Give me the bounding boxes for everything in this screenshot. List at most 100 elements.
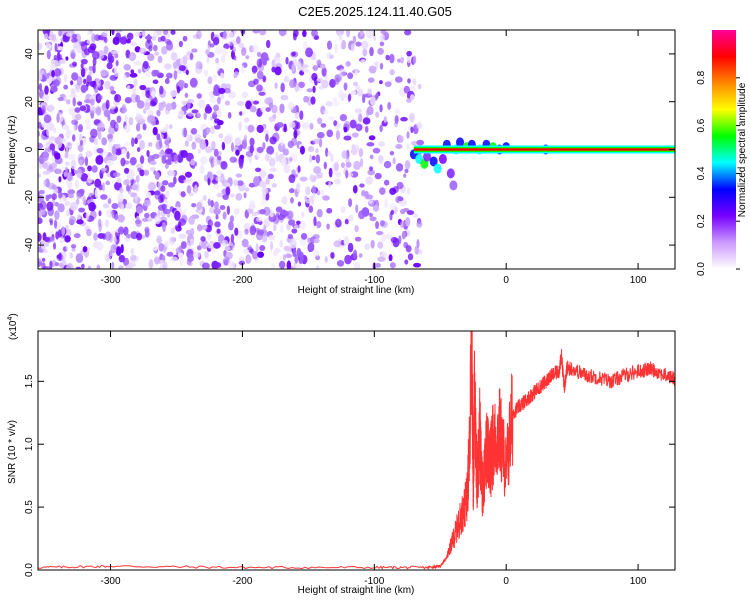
- noise-blob: [326, 129, 334, 138]
- noise-blob: [365, 176, 373, 185]
- noise-blob: [48, 104, 55, 112]
- snr-x-label: Height of straight line (km): [298, 585, 415, 596]
- noise-blob: [350, 43, 355, 52]
- noise-blob: [379, 220, 385, 227]
- noise-blob: [141, 217, 149, 223]
- noise-blob: [217, 150, 222, 157]
- noise-blob: [343, 135, 352, 141]
- noise-blob: [84, 99, 91, 104]
- noise-blob: [170, 101, 177, 110]
- noise-blob: [54, 136, 63, 145]
- noise-blob: [178, 233, 187, 240]
- noise-blob: [45, 41, 50, 49]
- noise-blob: [42, 248, 48, 254]
- noise-blob: [54, 168, 62, 175]
- noise-blob: [76, 192, 82, 200]
- noise-blob: [136, 112, 140, 118]
- noise-blob: [163, 63, 172, 70]
- noise-blob: [351, 132, 359, 138]
- noise-blob: [183, 179, 191, 184]
- noise-blob: [200, 236, 206, 242]
- noise-blob: [101, 137, 108, 146]
- noise-blob: [70, 159, 77, 170]
- noise-blob: [207, 198, 211, 206]
- noise-blob: [112, 172, 121, 178]
- noise-blob: [146, 150, 150, 158]
- noise-blob: [213, 201, 219, 210]
- noise-blob: [407, 78, 411, 84]
- noise-blob: [82, 196, 87, 206]
- noise-blob: [256, 84, 263, 92]
- noise-blob: [247, 207, 254, 215]
- noise-blob: [88, 65, 94, 71]
- signal-blob: [423, 151, 432, 162]
- noise-blob: [266, 145, 275, 155]
- noise-blob: [70, 88, 76, 96]
- noise-blob: [162, 204, 168, 210]
- noise-blob: [71, 119, 79, 126]
- noise-blob: [87, 165, 92, 172]
- noise-blob: [375, 111, 380, 118]
- noise-blob: [49, 30, 54, 37]
- noise-blob: [275, 206, 283, 213]
- noise-blob: [155, 119, 160, 126]
- noise-blob: [165, 123, 169, 131]
- spectrogram-x-ticks: -300 -200 -100 0 100: [101, 30, 647, 286]
- noise-blob: [119, 36, 128, 45]
- noise-blob: [65, 56, 69, 61]
- noise-blob: [389, 262, 396, 269]
- noise-blob: [106, 159, 114, 166]
- noise-blob: [86, 228, 92, 237]
- noise-blob: [189, 77, 198, 88]
- noise-blob: [213, 148, 219, 157]
- noise-blob: [229, 156, 237, 163]
- noise-blob: [403, 85, 410, 94]
- noise-blob: [311, 30, 318, 37]
- noise-blob: [166, 208, 171, 218]
- noise-blob: [42, 151, 49, 162]
- noise-blob: [61, 225, 66, 236]
- noise-blob: [320, 189, 325, 198]
- spectrogram-y-label: Frequency (Hz): [7, 116, 18, 185]
- noise-blob: [89, 104, 95, 111]
- noise-blob: [118, 226, 125, 235]
- noise-blob: [134, 137, 138, 145]
- noise-blob: [265, 133, 269, 142]
- noise-blob: [238, 42, 245, 49]
- noise-blob: [75, 253, 84, 264]
- colorbar-tick-label: 0.6: [696, 118, 707, 132]
- noise-blob: [288, 188, 295, 194]
- noise-blob: [301, 121, 310, 130]
- noise-blob: [78, 188, 85, 195]
- noise-blob: [104, 80, 111, 90]
- noise-blob: [223, 246, 231, 251]
- noise-blob: [110, 244, 117, 254]
- noise-blob: [76, 76, 83, 86]
- noise-blob: [298, 251, 304, 261]
- noise-blob: [44, 147, 49, 153]
- noise-blob: [71, 247, 76, 252]
- noise-blob: [97, 233, 105, 239]
- noise-blob: [348, 198, 353, 208]
- noise-blob: [288, 219, 296, 226]
- noise-blob: [278, 30, 287, 37]
- noise-blob: [294, 263, 303, 269]
- noise-blob: [162, 222, 166, 232]
- noise-blob: [122, 74, 127, 80]
- noise-blob: [124, 141, 130, 147]
- noise-blob: [180, 191, 186, 198]
- noise-blob: [399, 220, 406, 229]
- noise-blob: [139, 169, 145, 177]
- noise-blob: [191, 141, 197, 150]
- noise-blob: [316, 220, 322, 229]
- noise-blob: [88, 202, 96, 212]
- noise-blob: [66, 171, 73, 182]
- noise-blob: [228, 31, 234, 38]
- noise-blob: [364, 243, 371, 251]
- noise-blob: [182, 55, 188, 65]
- noise-blob: [38, 108, 43, 116]
- noise-blob: [392, 157, 396, 165]
- noise-blob: [94, 188, 99, 198]
- noise-blob: [70, 52, 76, 59]
- noise-blob: [102, 150, 109, 156]
